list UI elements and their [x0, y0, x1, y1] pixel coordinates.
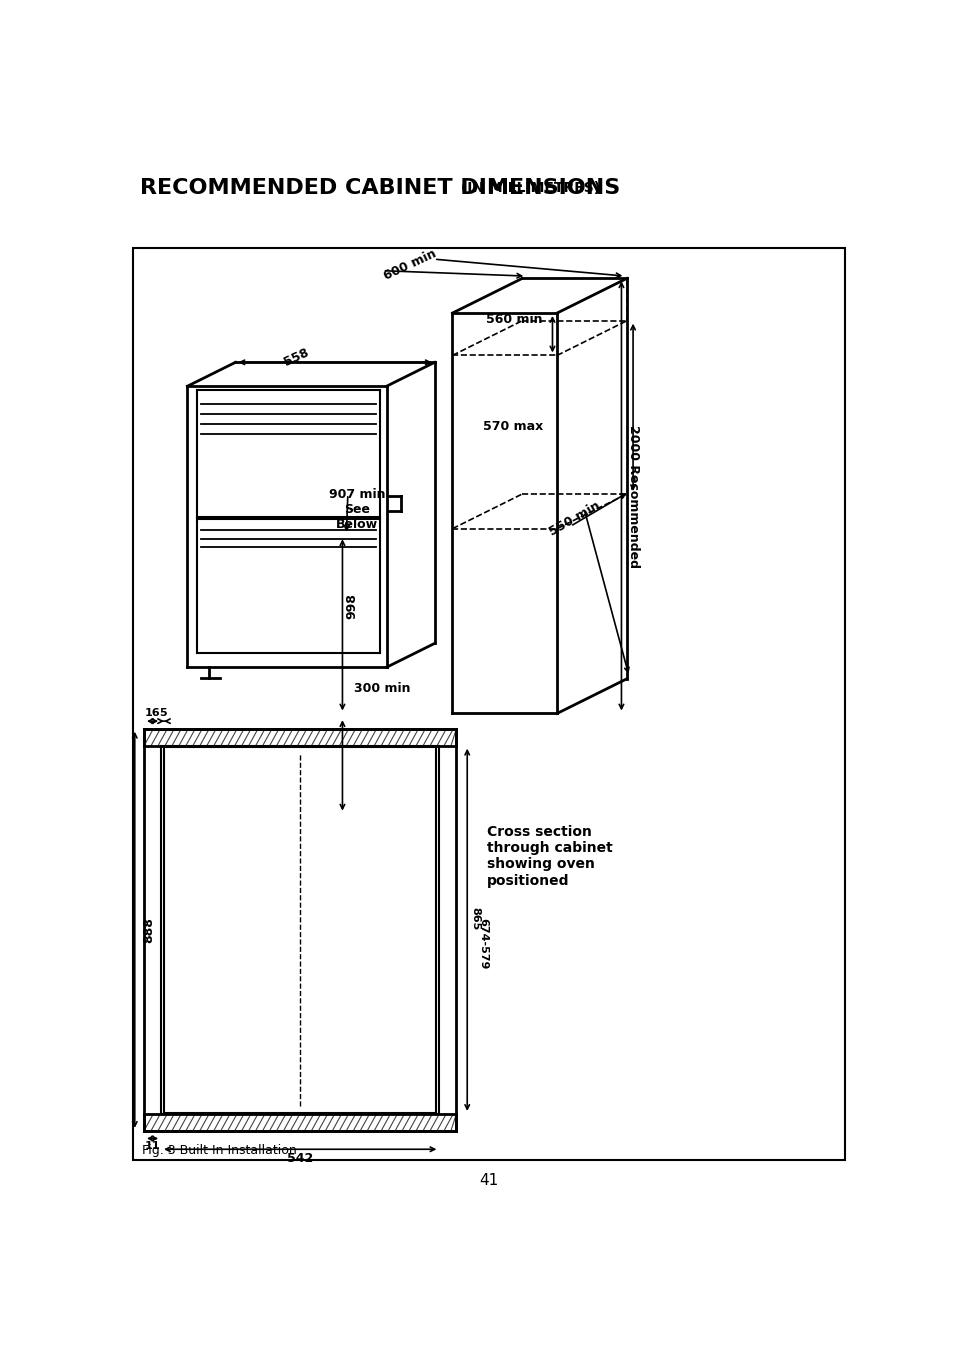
Text: (IN MILLIMETRES): (IN MILLIMETRES): [456, 181, 599, 195]
Text: 11: 11: [145, 1142, 160, 1151]
Text: 2000 Recommended: 2000 Recommended: [626, 424, 639, 567]
Text: 674-579: 674-579: [478, 917, 488, 970]
Text: RECOMMENDED CABINET DIMENSIONS: RECOMMENDED CABINET DIMENSIONS: [140, 177, 619, 197]
Text: Cross section
through cabinet
showing oven
positioned: Cross section through cabinet showing ov…: [487, 825, 613, 888]
Text: 570 max: 570 max: [482, 420, 542, 434]
Text: 600 min: 600 min: [381, 247, 437, 282]
Text: 907 min
See
Below: 907 min See Below: [329, 488, 385, 531]
Text: 542: 542: [287, 1152, 313, 1165]
Text: 41: 41: [478, 1173, 498, 1189]
Text: 560 min: 560 min: [486, 312, 542, 326]
Text: 550 min: 550 min: [547, 499, 602, 539]
Text: 5: 5: [158, 708, 166, 719]
Text: 16: 16: [145, 708, 160, 719]
Text: 888: 888: [142, 917, 155, 943]
Text: Fig. 3 Built In Installation: Fig. 3 Built In Installation: [142, 1144, 297, 1158]
Bar: [133, 247, 843, 1161]
Text: 558: 558: [281, 346, 311, 369]
Text: 998: 998: [345, 593, 358, 619]
Text: 865: 865: [470, 907, 479, 929]
Text: 300 min: 300 min: [355, 681, 411, 694]
